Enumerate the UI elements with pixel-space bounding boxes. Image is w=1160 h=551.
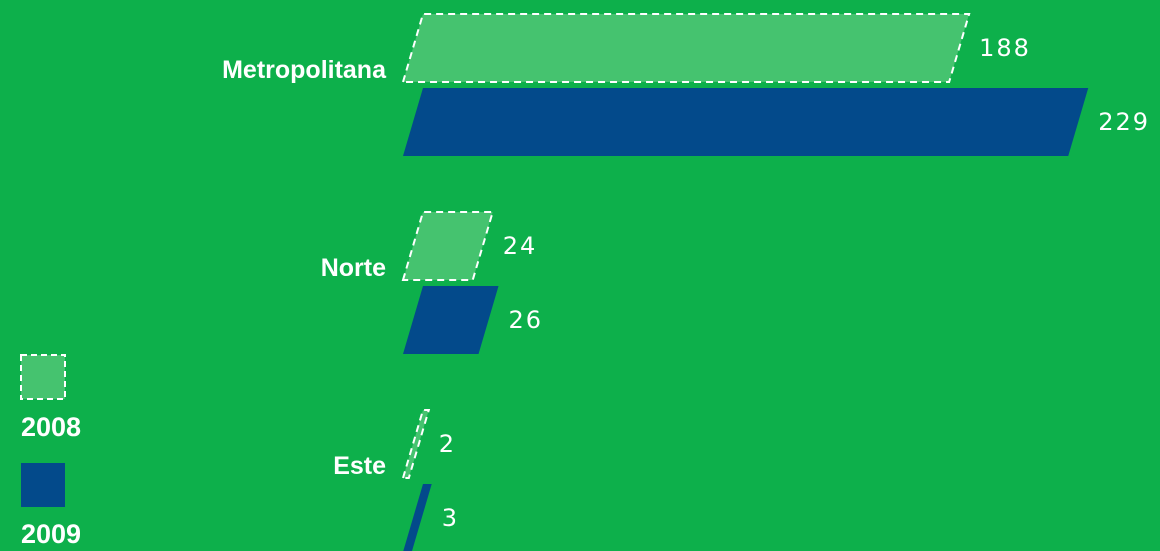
bar-metropolitana-2009 (403, 88, 1089, 156)
legend-swatch-2008 (20, 354, 66, 400)
bar-este-2009 (403, 484, 432, 551)
category-label-metropolitana: Metropolitana (222, 56, 387, 84)
category-label-norte: Norte (321, 254, 386, 282)
bar-metropolitana-2008 (401, 13, 971, 83)
category-label-este: Este (333, 452, 386, 480)
value-label-metropolitana-2009: 229 (1098, 108, 1150, 136)
value-label-norte-2009: 26 (509, 306, 544, 334)
legend-label-2009: 2009 (21, 519, 81, 549)
bar-norte-2008 (401, 211, 495, 281)
value-label-metropolitana-2008: 188 (979, 34, 1031, 62)
value-label-norte-2008: 24 (503, 232, 538, 260)
value-label-este-2008: 2 (439, 430, 456, 458)
bars-group: Metropolitana 188 229 Norte 24 26 Este 2 3 (222, 13, 1150, 551)
legend-label-2008: 2008 (21, 412, 81, 442)
bar-norte-2009 (403, 286, 499, 354)
bar-este-2008 (401, 409, 431, 479)
legend-swatch-2009 (21, 463, 65, 507)
legend: 2008 2009 (20, 354, 81, 549)
value-label-este-2009: 3 (442, 504, 459, 532)
